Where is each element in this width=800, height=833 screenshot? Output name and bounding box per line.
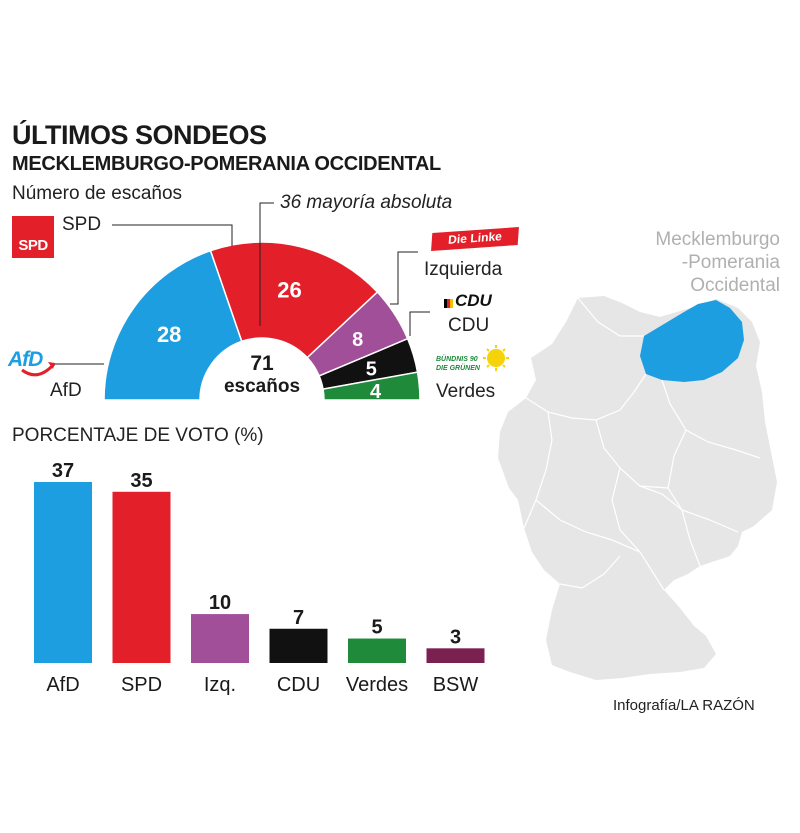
vote-bar-cdu [269, 628, 328, 663]
vote-value-label: 10 [209, 592, 231, 614]
afd-logo-text: AfD [8, 348, 43, 371]
leader-line-spd [112, 224, 233, 246]
cdu-flag-icon [450, 299, 453, 308]
seats-label-verdes: Verdes [436, 381, 496, 402]
seats-total-unit: escaños [224, 376, 300, 397]
vote-bar-spd [112, 491, 171, 663]
majority-label: 36 mayoría absoluta [280, 192, 453, 213]
seats-label-spd: SPD [62, 214, 102, 235]
vote-bar-bsw [426, 648, 485, 663]
spd-logo-text: SPD [18, 237, 48, 254]
spd-logo: SPD [12, 216, 54, 258]
map-label-line: Mecklemburgo [655, 229, 780, 250]
germany-land [498, 296, 777, 680]
seats-total-value: 71 [250, 352, 274, 375]
seat-slice-spd [209, 241, 379, 359]
cdu-logo-text: CDU [455, 291, 492, 310]
vote-value-label: 35 [130, 470, 152, 492]
vote-category-label: BSW [433, 674, 479, 696]
seat-value-label: 4 [370, 381, 382, 403]
seats-label-cdu: CDU [448, 315, 490, 336]
vote-value-label: 37 [52, 460, 74, 482]
seats-chart-title: Número de escaños [12, 183, 183, 204]
seats-label-afd: AfD [50, 380, 82, 401]
gruene-logo-text: DIE GRÜNEN [436, 365, 480, 372]
map-region-label: Mecklemburgo -Pomerania Occidental [580, 228, 780, 297]
vote-category-label: Verdes [346, 674, 408, 696]
seat-value-label: 28 [157, 322, 181, 347]
seat-value-label: 8 [352, 329, 363, 351]
votes-chart-title: PORCENTAJE DE VOTO (%) [12, 425, 264, 446]
seat-slice-verdes [322, 371, 421, 401]
vote-category-label: CDU [277, 674, 320, 696]
vote-bar-izq [191, 614, 249, 663]
vote-bar-afd [34, 482, 92, 663]
cdu-logo: CDU [444, 291, 506, 311]
seat-value-label: 26 [277, 277, 301, 302]
page-title: ÚLTIMOS SONDEOS [12, 120, 267, 150]
page-subtitle: MECKLEMBURGO-POMERANIA OCCIDENTAL [12, 153, 441, 175]
vote-value-label: 3 [450, 626, 461, 648]
seat-value-label: 5 [366, 359, 377, 381]
votes-bars: 37 AfD 35 SPD 10 Izq. 7 CDU 5 Verdes 3 BSW [34, 460, 485, 696]
gruene-logo-text: BÜNDNIS 90 [436, 356, 478, 363]
afd-logo: AfD [8, 348, 56, 382]
map-label-line: -Pomerania [681, 252, 780, 273]
cdu-flag-icon [444, 299, 447, 308]
seat-slice-afd [103, 249, 243, 401]
mecklenburg-region [640, 300, 744, 382]
vote-category-label: Izq. [204, 674, 236, 696]
gruene-logo: BÜNDNIS 90 DIE GRÜNEN [434, 344, 514, 380]
vote-bar-verdes [348, 638, 406, 663]
leader-line-majority [259, 202, 274, 326]
vote-value-label: 7 [293, 607, 304, 629]
leader-lines [50, 202, 430, 365]
credit-text: Infografía/LA RAZÓN [613, 697, 755, 714]
vote-category-label: AfD [46, 674, 79, 696]
seats-label-izquierda: Izquierda [424, 259, 503, 280]
state-borders [523, 297, 761, 591]
map-label-line: Occidental [690, 275, 780, 296]
vote-value-label: 5 [371, 617, 382, 639]
leader-line-linke [390, 251, 418, 305]
vote-category-label: SPD [121, 674, 162, 696]
seats-arcs [103, 241, 421, 401]
leader-line-cdu [409, 311, 430, 336]
cdu-flag-icon [447, 299, 450, 308]
